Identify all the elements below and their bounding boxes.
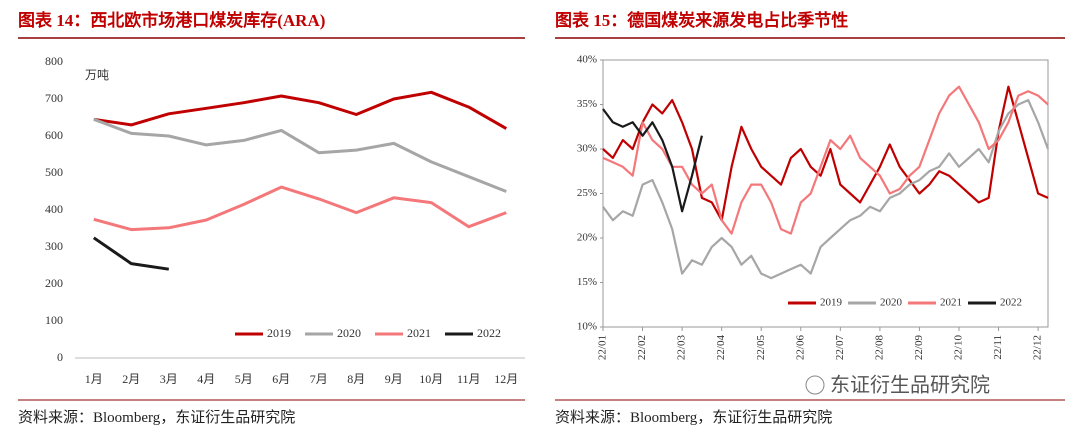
source: 资料来源：Bloomberg，东证衍生品研究院 xyxy=(18,408,295,426)
x-tick-label: 22/02 xyxy=(636,335,648,360)
watermark: 东证衍生品研究院 xyxy=(830,373,990,397)
x-tick-label: 11月 xyxy=(457,372,481,386)
x-tick-label: 4月 xyxy=(197,372,215,386)
x-tick-label: 22/01 xyxy=(597,335,609,360)
plot-frame xyxy=(602,59,1049,328)
y-tick-label: 800 xyxy=(45,54,63,68)
legend-label: 2019 xyxy=(267,326,291,340)
x-tick-label: 3月 xyxy=(160,372,178,386)
x-tick-label: 5月 xyxy=(235,372,253,386)
y-tick-label: 40% xyxy=(577,54,597,66)
legend-label: 2022 xyxy=(477,326,501,340)
x-tick-label: 1月 xyxy=(85,372,103,386)
y-tick-label: 300 xyxy=(45,239,63,253)
y-tick-label: 100 xyxy=(45,313,63,327)
series-line xyxy=(93,117,507,193)
legend-label: 2021 xyxy=(940,297,962,309)
y-tick-label: 30% xyxy=(577,143,597,155)
series-line xyxy=(93,185,507,232)
y-tick-label: 500 xyxy=(45,165,63,179)
y-tick-label: 600 xyxy=(45,128,63,142)
series-line xyxy=(92,236,170,271)
source: 资料来源：Bloomberg，东证衍生品研究院 xyxy=(555,408,832,426)
legend-label: 2021 xyxy=(407,326,431,340)
x-tick-label: 22/04 xyxy=(715,335,727,361)
x-tick-label: 22/08 xyxy=(873,335,885,361)
watermark-icon xyxy=(805,375,825,395)
series-line xyxy=(602,99,1050,280)
series-line xyxy=(602,85,1049,222)
x-tick-label: 6月 xyxy=(272,372,290,386)
x-tick-label: 10月 xyxy=(419,372,443,386)
y-tick-label: 25% xyxy=(577,187,597,199)
y-tick-label: 10% xyxy=(577,321,597,333)
y-tick-label: 700 xyxy=(45,91,63,105)
x-tick-label: 12月 xyxy=(494,372,518,386)
series-line xyxy=(93,90,508,130)
y-tick-label: 35% xyxy=(577,98,597,110)
y-tick-label: 200 xyxy=(45,276,63,290)
chart-title: 图表 14：西北欧市场港口煤炭库存(ARA) xyxy=(18,10,325,30)
x-tick-label: 22/06 xyxy=(794,335,806,361)
x-tick-label: 22/09 xyxy=(913,335,925,361)
x-tick-label: 22/03 xyxy=(676,335,688,361)
x-tick-label: 22/11 xyxy=(992,335,1004,360)
x-tick-label: 22/10 xyxy=(953,335,965,361)
legend-label: 2020 xyxy=(880,297,903,309)
x-tick-label: 2月 xyxy=(122,372,140,386)
x-tick-label: 7月 xyxy=(310,372,328,386)
x-tick-label: 22/05 xyxy=(755,335,767,361)
x-tick-label: 22/07 xyxy=(834,335,846,361)
y-tick-label: 0 xyxy=(57,350,63,364)
y-unit: 万吨 xyxy=(85,68,109,82)
y-tick-label: 15% xyxy=(577,276,597,288)
legend-label: 2022 xyxy=(1000,297,1022,309)
legend-label: 2020 xyxy=(337,326,361,340)
x-tick-label: 9月 xyxy=(385,372,403,386)
x-tick-label: 22/12 xyxy=(1032,335,1044,360)
x-tick-label: 8月 xyxy=(347,372,365,386)
series-line xyxy=(602,85,1049,235)
y-tick-label: 20% xyxy=(577,232,597,244)
chart-title: 图表 15：德国煤炭来源发电占比季节性 xyxy=(555,10,848,30)
legend-label: 2019 xyxy=(820,297,843,309)
series-line xyxy=(602,108,703,213)
y-tick-label: 400 xyxy=(45,202,63,216)
